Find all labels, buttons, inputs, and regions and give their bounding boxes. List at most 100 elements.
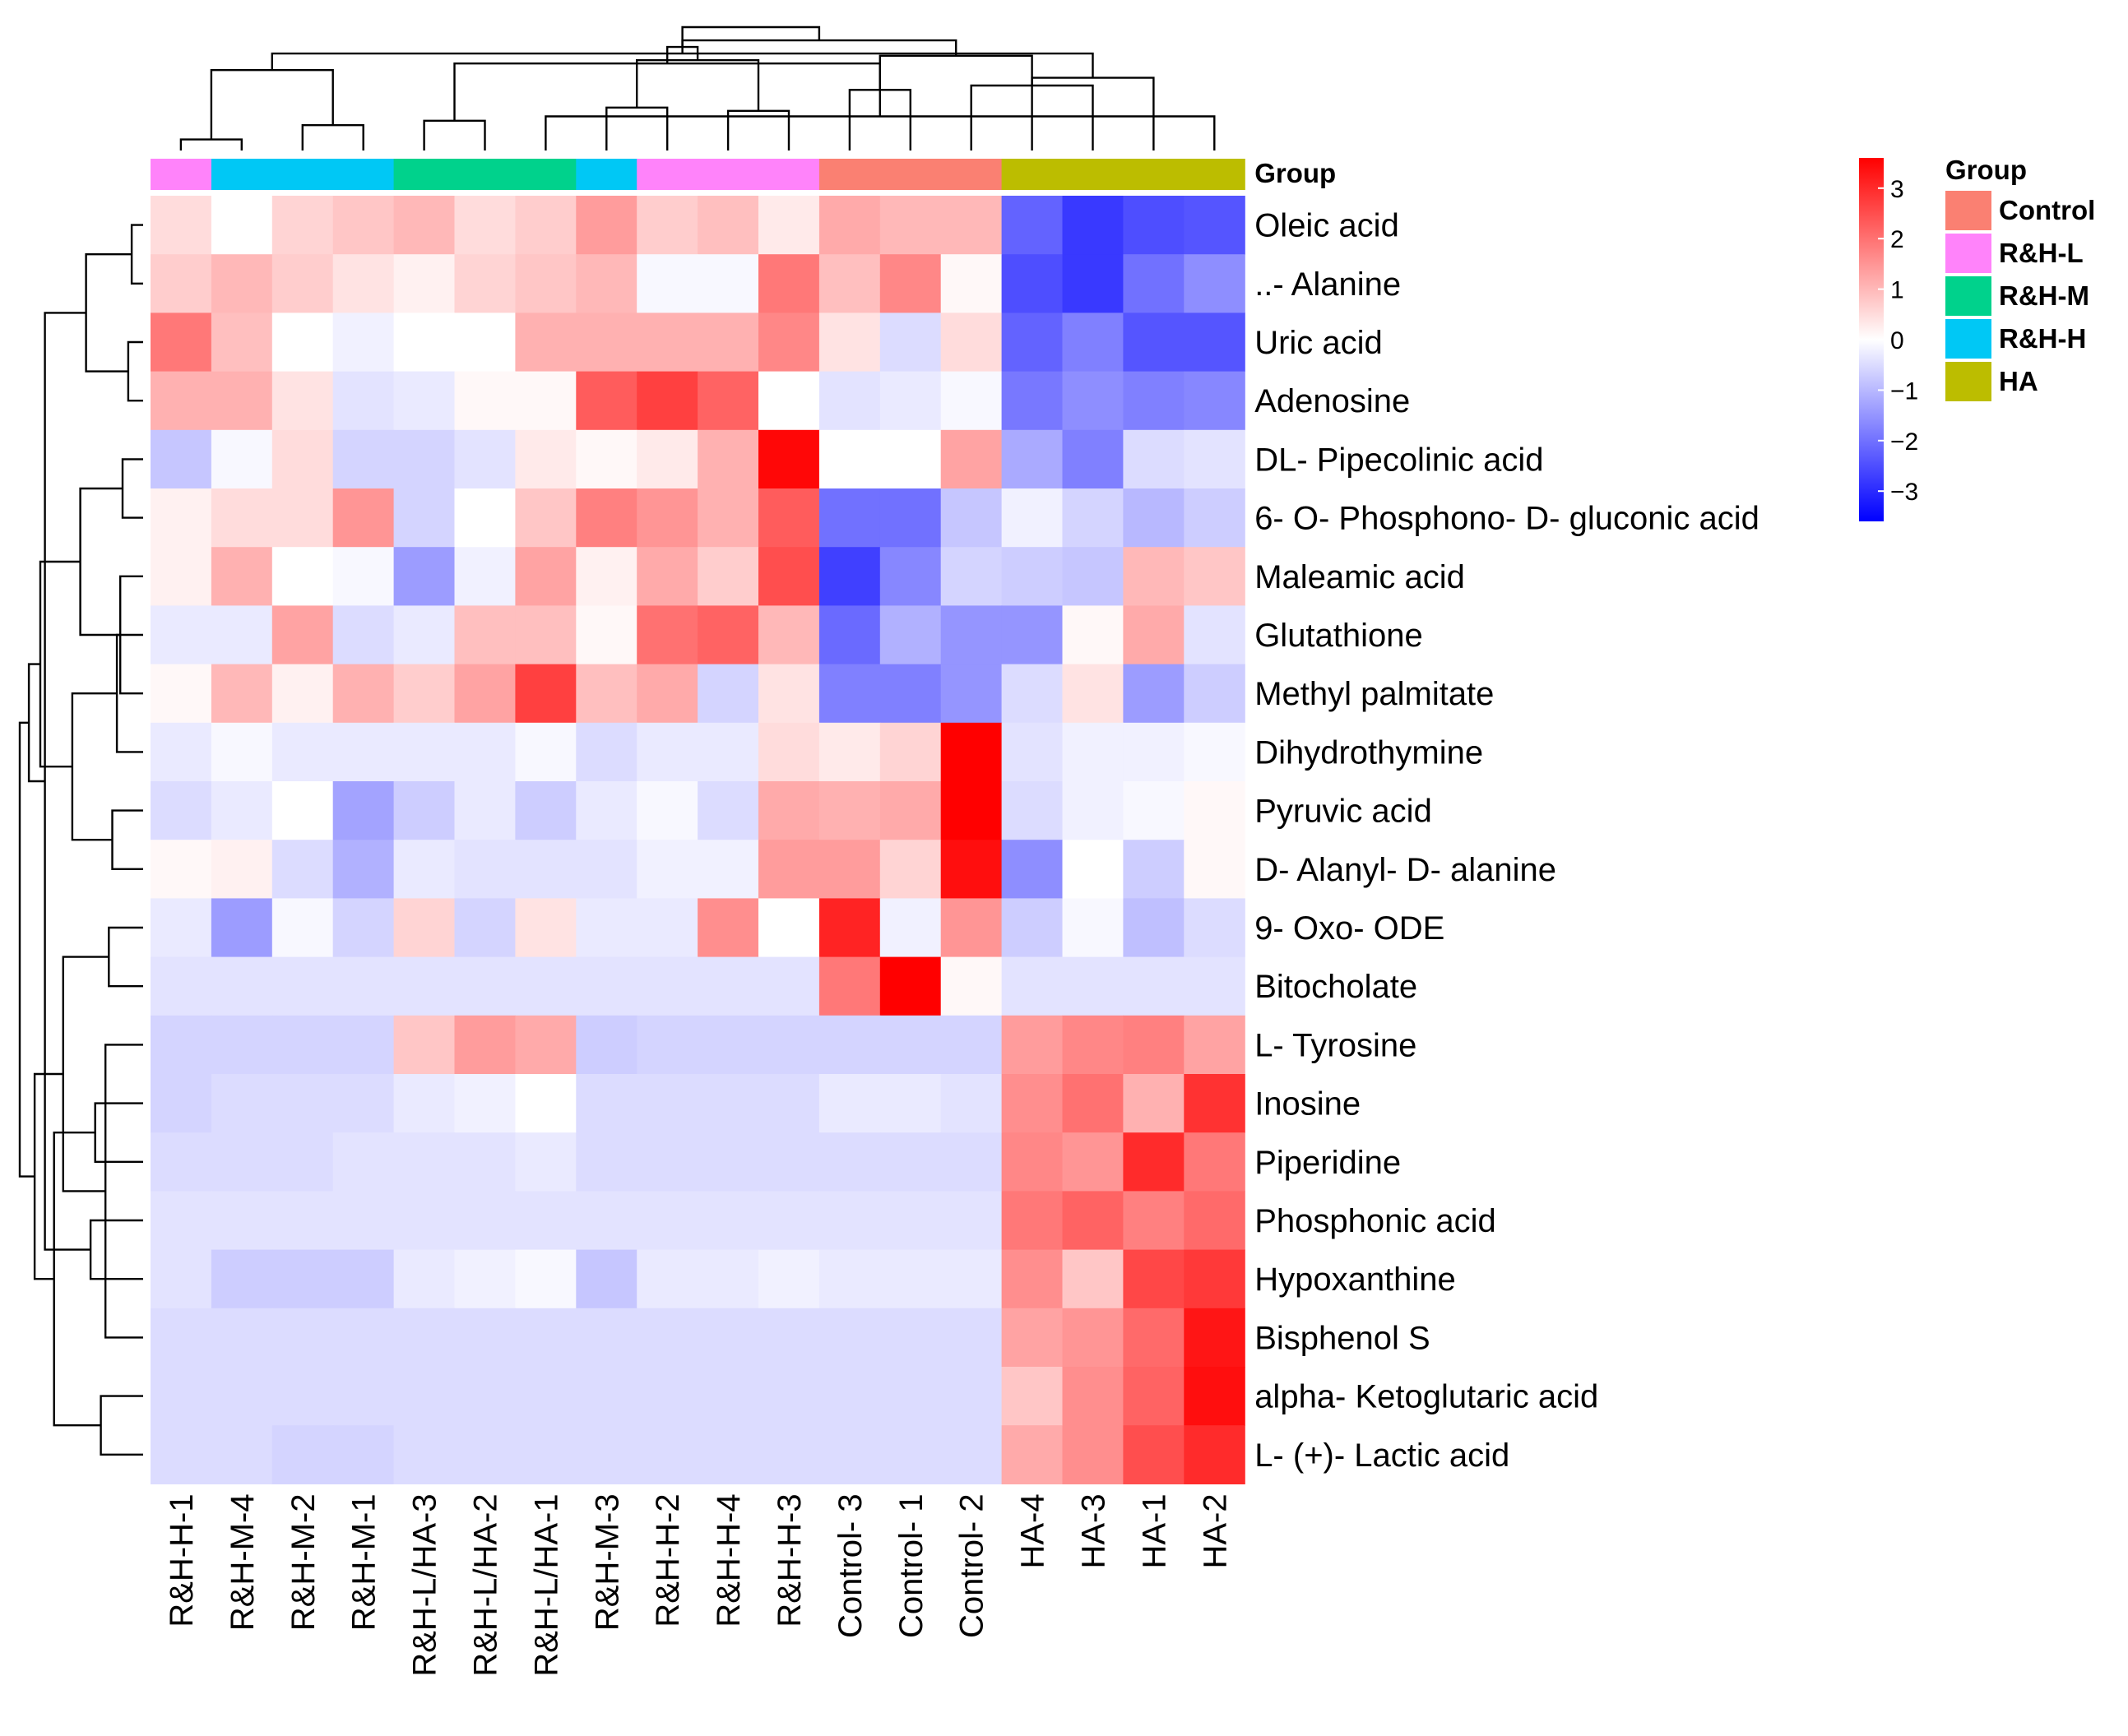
heatmap-cell (515, 840, 577, 899)
heatmap-cell (879, 429, 942, 489)
heatmap-cell (698, 1425, 759, 1484)
heatmap-cell (1062, 254, 1124, 313)
group-annotation-cell (1062, 159, 1124, 190)
heatmap-cell (515, 547, 577, 606)
row-label: Oleic acid (1254, 208, 1399, 244)
dendrogram-branch (130, 224, 143, 285)
column-dendrogram (179, 25, 1216, 150)
heatmap-cell (1062, 429, 1124, 489)
heatmap-cell (698, 547, 759, 606)
heatmap-cell (151, 722, 212, 782)
group-legend-swatch (1945, 191, 1991, 230)
heatmap-cell (698, 605, 759, 665)
heatmap-cell (271, 254, 334, 313)
row-label: D- Alanyl- D- alanine (1254, 852, 1556, 888)
column-label: Control- 2 (954, 1493, 990, 1638)
heatmap-cell (515, 1249, 577, 1309)
heatmap-cell (1001, 429, 1064, 489)
heatmap-cell (1062, 312, 1124, 373)
heatmap-cell (818, 840, 881, 899)
heatmap-cell (211, 722, 273, 782)
heatmap-cell (1001, 1367, 1064, 1426)
group-annotation-cell (454, 159, 516, 190)
group-annotation-cell (1123, 159, 1185, 190)
row-label: Bitocholate (1254, 969, 1417, 1005)
heatmap-cell (515, 1015, 577, 1075)
heatmap-cell (576, 1308, 637, 1368)
heatmap-cell (758, 1074, 820, 1133)
heatmap-cell (940, 664, 1003, 724)
column-label: R&H-M-1 (346, 1493, 382, 1631)
heatmap-cell (515, 664, 577, 724)
dendrogram-branch (179, 138, 243, 150)
heatmap-cell (271, 1249, 334, 1309)
heatmap-cell (879, 722, 942, 782)
heatmap-cell (698, 1367, 759, 1426)
heatmap-cell (637, 1074, 698, 1133)
heatmap-cell (151, 1308, 212, 1368)
heatmap-cell (151, 898, 212, 958)
heatmap-cell (515, 1367, 577, 1426)
heatmap-cell (393, 840, 456, 899)
heatmap-cell (1123, 840, 1185, 899)
heatmap-cell (1001, 781, 1064, 840)
heatmap-cell (879, 898, 942, 958)
heatmap-cell (1001, 1015, 1064, 1075)
heatmap-cell (271, 956, 334, 1016)
heatmap-cell (879, 196, 942, 255)
heatmap-cell (393, 956, 456, 1016)
heatmap-cell (698, 371, 759, 431)
heatmap-cell (1123, 196, 1185, 255)
row-label: Uric acid (1254, 325, 1383, 361)
heatmap-cell (576, 898, 637, 958)
group-annotation-cell (515, 159, 577, 190)
heatmap-cell (515, 254, 577, 313)
heatmap-cell (211, 1425, 273, 1484)
heatmap-cell (576, 1249, 637, 1309)
heatmap-cell (698, 429, 759, 489)
heatmap-cell (879, 312, 942, 373)
heatmap-cell (332, 722, 395, 782)
heatmap-cell (271, 1191, 334, 1251)
group-annotation-cell (151, 159, 212, 190)
heatmap-cell (454, 1015, 516, 1075)
heatmap-cell (271, 898, 334, 958)
heatmap-cell (879, 840, 942, 899)
heatmap-cell (1001, 254, 1064, 313)
heatmap-cell (151, 1015, 212, 1075)
row-label: Glutathione (1254, 618, 1423, 654)
heatmap-cell (758, 1425, 820, 1484)
heatmap-cell (332, 781, 395, 840)
heatmap-cell (879, 664, 942, 724)
heatmap-cell (818, 956, 881, 1016)
heatmap-cell (879, 605, 942, 665)
heatmap-cell (818, 781, 881, 840)
heatmap-cell (151, 1074, 212, 1133)
heatmap-cell (1184, 781, 1245, 840)
heatmap-cell (515, 488, 577, 548)
group-annotation-bar (151, 159, 1245, 190)
heatmap-cell (940, 1132, 1003, 1192)
heatmap-cell (698, 781, 759, 840)
heatmap-cell (1001, 840, 1064, 899)
heatmap-cell (698, 196, 759, 255)
heatmap-cell (879, 371, 942, 431)
heatmap-cell (211, 956, 273, 1016)
heatmap-cell (454, 840, 516, 899)
heatmap-cell (879, 1132, 942, 1192)
heatmap-cell (698, 1015, 759, 1075)
heatmap-cell (271, 1074, 334, 1133)
column-label: Control- 3 (832, 1493, 869, 1638)
group-legend-label: HA (1999, 366, 2038, 396)
heatmap-cell (515, 956, 577, 1016)
heatmap-cell (151, 840, 212, 899)
dendrogram-branch (39, 560, 81, 768)
heatmap-cell (515, 898, 577, 958)
heatmap-cell (940, 781, 1003, 840)
dendrogram-branch (127, 340, 143, 402)
heatmap-cell (211, 1015, 273, 1075)
column-label: R&H-H-1 (164, 1493, 200, 1627)
dendrogram-branch (33, 1072, 63, 1280)
heatmap-cell (1001, 312, 1064, 373)
dendrogram-branch (100, 1395, 143, 1456)
